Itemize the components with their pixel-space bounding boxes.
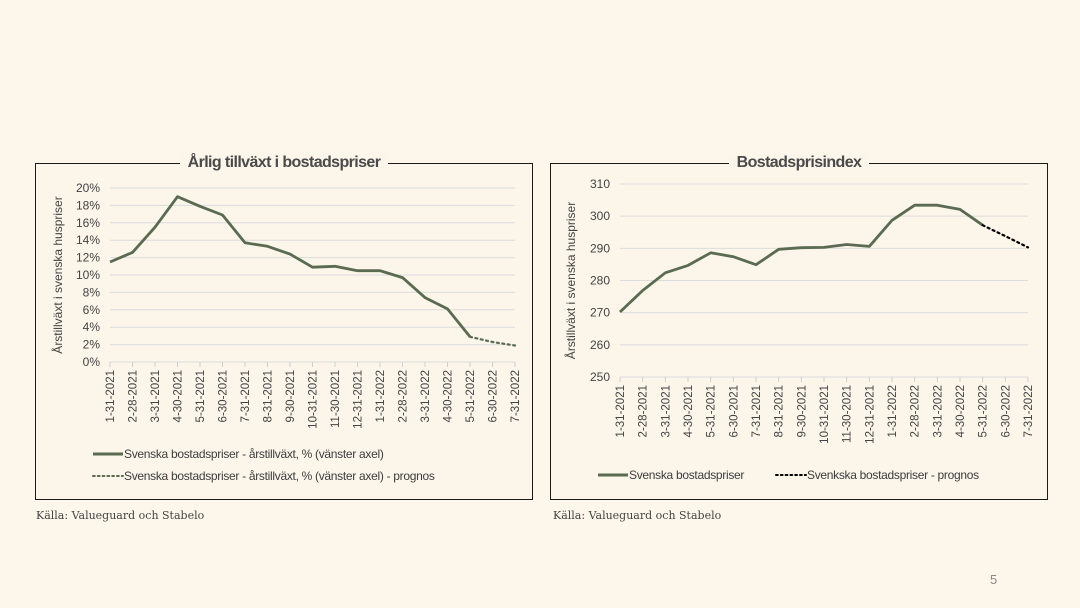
x-tick-label: 12-31-2021 bbox=[864, 385, 876, 444]
chart-annual-growth: 0% 2% 4% 6% 8% 10% 12% 14% 16% 18% 20% 1-31-2021 2-2… bbox=[50, 181, 522, 483]
x-tick-label: 8-31-2021 bbox=[263, 370, 275, 422]
x-tick-label: 1-31-2021 bbox=[615, 385, 627, 437]
y-tick-label: 310 bbox=[590, 177, 610, 191]
y-tick-label: 4% bbox=[83, 320, 101, 334]
x-tick-label: 10-31-2021 bbox=[308, 370, 320, 429]
x-tick-label: 4-30-2022 bbox=[443, 370, 455, 422]
x-tick-label: 4-30-2021 bbox=[683, 385, 695, 437]
source-note-left: Källa: Valueguard och Stabelo bbox=[36, 509, 205, 522]
x-tick-label: 6-30-2021 bbox=[728, 385, 740, 437]
series-line bbox=[619, 203, 984, 314]
y-tick-label: 10% bbox=[76, 268, 100, 282]
y-tick-label: 270 bbox=[590, 306, 610, 320]
source-note-right: Källa: Valueguard och Stabelo bbox=[553, 509, 722, 522]
y-tick-label: 20% bbox=[76, 181, 100, 195]
x-tick-label: 5-31-2022 bbox=[978, 385, 990, 437]
x-tick-label: 1-31-2022 bbox=[375, 370, 387, 422]
x-tick-label: 5-31-2022 bbox=[465, 370, 477, 422]
legend-label: Svenska bostadspriser - årstillväxt, % (… bbox=[124, 469, 435, 483]
x-tick-label: 1-31-2021 bbox=[105, 370, 117, 422]
y-tick-label: 280 bbox=[590, 274, 610, 288]
chart-price-index: 250 260 270 280 290 300 310 1-31-2021 2-28-2021 3… bbox=[563, 177, 1035, 482]
forecast-series-line bbox=[468, 335, 517, 347]
x-tick-label: 11-30-2021 bbox=[842, 385, 854, 443]
legend-label: Svenska bostadspriser bbox=[629, 468, 744, 482]
x-tick-label: 6-30-2022 bbox=[488, 370, 500, 422]
y-tick-label: 18% bbox=[76, 198, 100, 212]
chart-frame-price-index: Bostadsprisindex 250 260 270 280 290 300 310 1-… bbox=[550, 154, 1048, 500]
legend-label: Svenkska bostadspriser - prognos bbox=[807, 468, 979, 482]
chart-frame-annual-growth: Årlig tillväxt i bostadspriser 0% 2% 4% 6% 8… bbox=[35, 154, 533, 500]
x-tick-label: 7-31-2021 bbox=[240, 370, 252, 422]
x-tick-label: 7-31-2022 bbox=[510, 370, 522, 422]
series-line bbox=[109, 195, 472, 338]
x-tick-label: 4-30-2021 bbox=[173, 370, 185, 422]
x-tick-label: 10-31-2021 bbox=[819, 385, 831, 444]
y-tick-label: 290 bbox=[590, 241, 610, 255]
x-tick-label: 6-30-2022 bbox=[1000, 385, 1012, 437]
page-number: 5 bbox=[990, 572, 998, 587]
y-tick-label: 8% bbox=[83, 285, 101, 299]
x-tick-label: 6-30-2021 bbox=[218, 370, 230, 422]
y-tick-label: 260 bbox=[590, 338, 610, 352]
y-tick-label: 6% bbox=[83, 303, 101, 317]
y-tick-label: 250 bbox=[590, 370, 610, 384]
x-tick-label: 12-31-2021 bbox=[353, 370, 365, 429]
y-tick-label: 0% bbox=[83, 355, 101, 369]
y-tick-label: 14% bbox=[76, 233, 100, 247]
x-tick-label: 5-31-2021 bbox=[195, 370, 207, 422]
y-tick-label: 12% bbox=[76, 251, 100, 265]
x-tick-label: 2-28-2022 bbox=[398, 370, 410, 422]
y-tick-label: 300 bbox=[590, 209, 610, 223]
legend-label: Svenska bostadspriser - årstillväxt, % (… bbox=[124, 447, 384, 461]
y-axis-label: Årstillväxt i svenska huspriser bbox=[50, 196, 65, 353]
x-tick-label: 9-30-2021 bbox=[796, 385, 808, 437]
x-tick-label: 5-31-2021 bbox=[706, 385, 718, 437]
x-tick-label: 2-28-2021 bbox=[128, 370, 140, 422]
forecast-series-line bbox=[981, 224, 1030, 249]
x-tick-label: 11-30-2021 bbox=[330, 370, 342, 428]
x-tick-label: 2-28-2022 bbox=[910, 385, 922, 437]
y-axis-label: Årstillväxt i svenska huspriser bbox=[563, 202, 578, 359]
x-tick-label: 3-31-2021 bbox=[660, 385, 672, 437]
x-tick-label: 4-30-2022 bbox=[955, 385, 967, 437]
x-tick-label: 3-31-2022 bbox=[420, 370, 432, 422]
x-tick-label: 3-31-2021 bbox=[150, 370, 162, 422]
x-tick-label: 7-31-2022 bbox=[1023, 385, 1035, 437]
x-tick-label: 8-31-2021 bbox=[774, 385, 786, 437]
x-tick-label: 1-31-2022 bbox=[887, 385, 899, 437]
y-tick-label: 2% bbox=[83, 338, 101, 352]
x-tick-label: 7-31-2021 bbox=[751, 385, 763, 437]
y-tick-label: 16% bbox=[76, 216, 100, 230]
x-tick-label: 2-28-2021 bbox=[638, 385, 650, 437]
x-tick-label: 3-31-2022 bbox=[932, 385, 944, 437]
x-tick-label: 9-30-2021 bbox=[285, 370, 297, 422]
